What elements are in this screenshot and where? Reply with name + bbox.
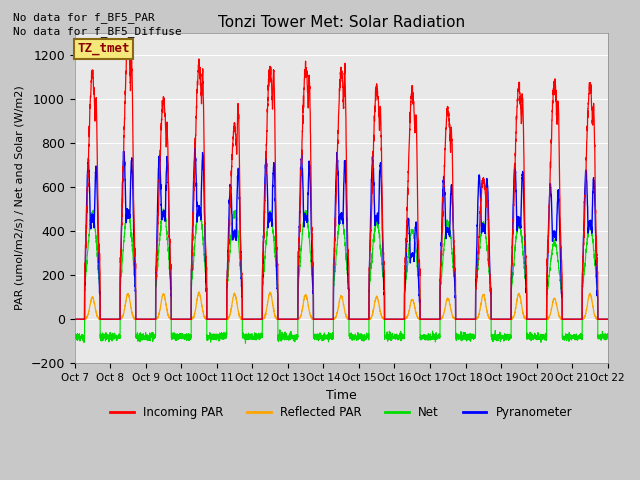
X-axis label: Time: Time [326, 389, 356, 402]
Title: Tonzi Tower Met: Solar Radiation: Tonzi Tower Met: Solar Radiation [218, 15, 465, 30]
Legend: Incoming PAR, Reflected PAR, Net, Pyranometer: Incoming PAR, Reflected PAR, Net, Pyrano… [105, 401, 577, 424]
Text: No data for f_BF5_Diffuse: No data for f_BF5_Diffuse [13, 26, 182, 37]
Text: TZ_tmet: TZ_tmet [77, 43, 130, 56]
Y-axis label: PAR (umol/m2/s) / Net and Solar (W/m2): PAR (umol/m2/s) / Net and Solar (W/m2) [15, 85, 25, 311]
Text: No data for f_BF5_PAR: No data for f_BF5_PAR [13, 12, 154, 23]
